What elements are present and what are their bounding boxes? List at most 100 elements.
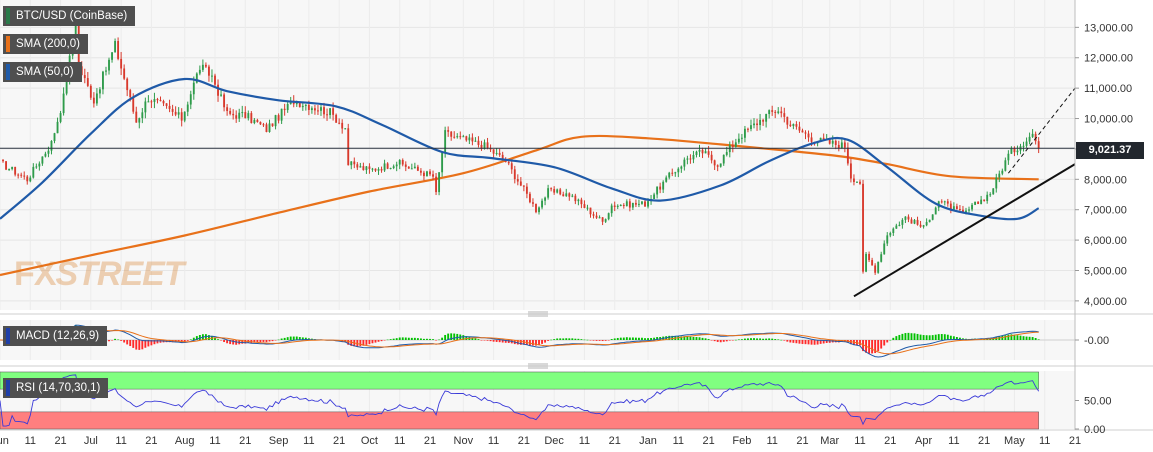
candle-body	[50, 140, 53, 151]
macd-histogram-bar	[426, 338, 428, 340]
legend-sma50[interactable]: SMA (50,0)	[3, 62, 82, 82]
legend-rsi[interactable]: RSI (14,70,30,1)	[3, 378, 109, 398]
annotation-lines	[0, 87, 1076, 298]
candle-body	[713, 160, 716, 166]
macd-histogram-bar	[195, 336, 198, 340]
x-tick-label: 11	[948, 435, 959, 447]
candle-body	[47, 150, 50, 154]
macd-histogram-bar	[619, 337, 622, 340]
candle-body	[380, 169, 383, 171]
candle-body	[595, 215, 598, 218]
candle-body	[426, 171, 428, 177]
candle-body	[201, 64, 204, 70]
macd-histogram-bar	[277, 339, 280, 341]
candle-body	[350, 161, 353, 166]
candle-body	[610, 205, 613, 214]
macd-histogram-bar	[943, 334, 946, 340]
macd-histogram-bar	[477, 339, 480, 340]
candle-body	[456, 136, 459, 138]
macd-histogram-bar	[504, 340, 507, 343]
candle-body	[111, 52, 113, 60]
x-tick-label: Sep	[269, 435, 289, 447]
macd-histogram-bar	[901, 333, 904, 340]
macd-histogram-bar	[783, 340, 786, 341]
candle-body	[777, 111, 780, 113]
macd-signal-line	[0, 328, 1039, 355]
candle-body	[123, 68, 126, 79]
macd-histogram-bar	[298, 337, 301, 340]
x-tick-label: Apr	[915, 435, 932, 447]
candle-body	[1013, 148, 1016, 153]
candle-body	[971, 204, 973, 210]
macd-histogram-bar	[762, 338, 765, 340]
macd-histogram-bar	[189, 339, 192, 340]
macd-histogram-bar	[423, 338, 425, 340]
x-tick-label: Feb	[732, 435, 751, 447]
macd-histogram-bar	[686, 336, 689, 340]
macd-histogram-bar	[492, 340, 495, 342]
macd-histogram-bar	[1031, 337, 1034, 340]
candle-body	[365, 166, 368, 171]
macd-histogram-bar	[631, 337, 634, 340]
macd-histogram-bar	[638, 337, 640, 340]
candle-body	[955, 206, 958, 209]
legend-symbol[interactable]: BTC/USD (CoinBase)	[3, 6, 136, 26]
candle-body	[165, 103, 168, 106]
x-tick-label: 21	[609, 435, 621, 447]
macd-histogram-bar	[120, 340, 123, 341]
macd-histogram-bar	[801, 340, 804, 344]
macd-histogram-bar	[407, 337, 410, 340]
macd-histogram-bar	[668, 335, 671, 340]
candle-body	[759, 119, 762, 126]
y-tick-label: 11,000.00	[1084, 83, 1132, 95]
candle-body	[607, 213, 610, 220]
macd-histogram-bar	[913, 333, 916, 340]
macd-histogram-bar	[937, 334, 940, 340]
macd-histogram-bar	[722, 340, 725, 342]
candle-body	[919, 224, 922, 227]
candle-body	[8, 168, 11, 170]
macd-histogram-bar	[877, 340, 880, 352]
candle-body	[274, 115, 277, 127]
x-tick-label: 21	[702, 435, 714, 447]
candle-body	[226, 107, 229, 111]
rsi-panel	[0, 371, 1040, 430]
candle-body	[74, 25, 77, 42]
macd-histogram-bar	[347, 340, 350, 345]
candle-body	[771, 110, 774, 112]
candle-body	[907, 216, 910, 220]
x-tick-label: 11	[854, 435, 865, 447]
macd-histogram-bar	[940, 334, 943, 340]
legend-sma200[interactable]: SMA (200,0)	[3, 34, 88, 54]
rsi-y-tick-label: 0.00	[1084, 424, 1105, 436]
macd-histogram-bar	[292, 336, 295, 340]
macd-histogram-bar	[550, 339, 553, 341]
candle-body	[731, 145, 734, 147]
macd-histogram-bar	[807, 340, 810, 345]
candle-body	[477, 140, 480, 145]
macd-y-tick-label: -0.00	[1084, 335, 1109, 347]
macd-histogram-bar	[204, 334, 207, 340]
candle-body	[105, 70, 107, 72]
rsi-swatch	[6, 380, 10, 396]
candle-body	[580, 199, 583, 205]
macd-histogram-bar	[126, 340, 129, 345]
macd-histogram-bar	[444, 334, 447, 340]
candle-body	[416, 166, 419, 171]
x-tick-label: 11	[1039, 435, 1050, 447]
candlestick-series	[2, 17, 1040, 275]
candle-body	[447, 130, 450, 132]
candle-body	[977, 201, 980, 205]
candle-body	[283, 108, 286, 111]
macd-histogram-bar	[1004, 335, 1007, 340]
x-tick-label: 11	[394, 435, 405, 447]
candle-body	[268, 123, 271, 132]
candle-body	[859, 181, 861, 184]
macd-histogram-bar	[553, 339, 556, 340]
macd-histogram-bar	[198, 335, 201, 340]
legend-macd[interactable]: MACD (12,26,9)	[3, 326, 108, 346]
macd-histogram-bar	[556, 338, 559, 340]
candle-body	[56, 121, 59, 134]
x-tick-label: 11	[115, 435, 126, 447]
candle-body	[898, 224, 901, 226]
